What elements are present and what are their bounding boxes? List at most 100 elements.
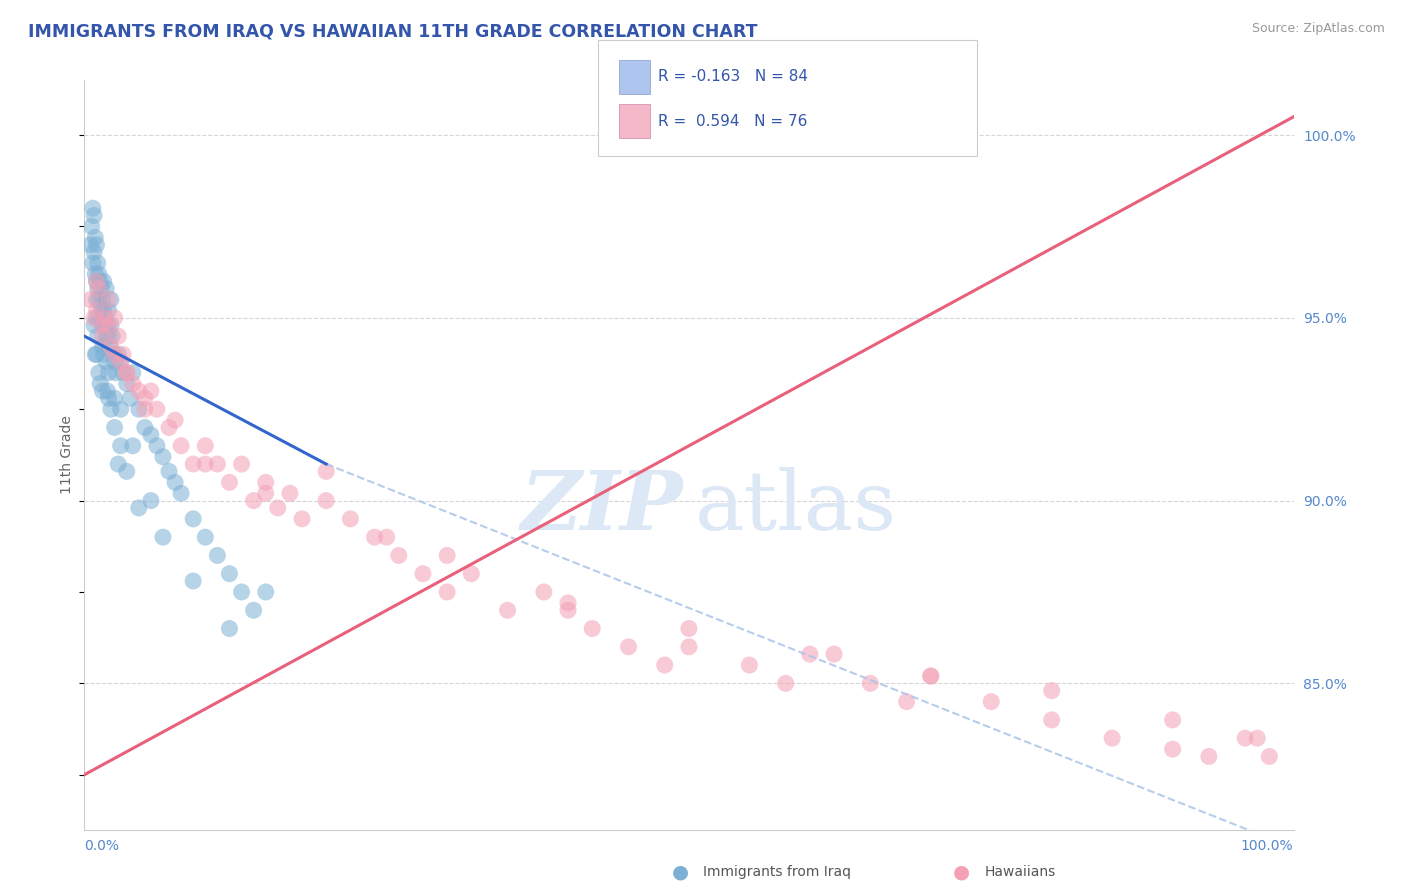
Point (110, 355, 132, 369)
Point (194, 439, 217, 453)
Point (97, 366, 120, 380)
Point (738, 658, 761, 673)
Point (91, 293, 114, 307)
Point (218, 475, 240, 490)
Point (1198, 749, 1220, 764)
Point (165, 475, 187, 490)
Point (94, 310, 117, 325)
Point (101, 329, 124, 343)
Point (82, 201, 104, 215)
Point (107, 457, 129, 471)
Point (83, 209, 105, 223)
Point (1234, 731, 1257, 746)
Point (315, 464, 337, 478)
Point (436, 585, 458, 599)
Point (110, 355, 132, 369)
Point (96, 384, 118, 398)
Point (139, 384, 162, 398)
Point (1040, 683, 1063, 698)
Point (104, 310, 127, 325)
Point (218, 622, 240, 636)
Point (120, 391, 142, 405)
Point (104, 355, 127, 369)
Point (1161, 742, 1184, 756)
Point (83, 310, 105, 325)
Point (254, 486, 277, 500)
Point (115, 366, 138, 380)
Point (97, 329, 120, 343)
Point (94, 310, 117, 325)
Point (678, 640, 700, 654)
Point (291, 512, 314, 526)
Text: atlas: atlas (695, 467, 897, 548)
Point (231, 585, 253, 599)
Text: Immigrants from Iraq: Immigrants from Iraq (703, 865, 851, 880)
Point (157, 420, 180, 434)
Point (104, 391, 127, 405)
Point (496, 603, 519, 617)
Point (152, 450, 174, 464)
Point (134, 420, 156, 434)
Point (267, 500, 290, 515)
Point (1040, 713, 1063, 727)
Point (100, 318, 122, 333)
Point (94, 355, 117, 369)
Text: Source: ZipAtlas.com: Source: ZipAtlas.com (1251, 22, 1385, 36)
Point (363, 530, 385, 544)
Text: 0.0%: 0.0% (84, 838, 120, 853)
Y-axis label: 11th Grade: 11th Grade (60, 416, 75, 494)
Point (436, 549, 458, 563)
Point (86, 282, 108, 296)
Point (128, 384, 150, 398)
Point (121, 439, 143, 453)
Point (86, 274, 108, 288)
Point (170, 439, 193, 453)
Point (181, 512, 204, 526)
Point (90, 282, 112, 296)
Point (86, 303, 108, 318)
Point (896, 695, 918, 709)
Point (100, 293, 122, 307)
Point (93, 347, 115, 361)
Point (775, 676, 797, 690)
Text: IMMIGRANTS FROM IRAQ VS HAWAIIAN 11TH GRADE CORRELATION CHART: IMMIGRANTS FROM IRAQ VS HAWAIIAN 11TH GR… (28, 22, 758, 40)
Point (86, 310, 108, 325)
Point (98, 340, 121, 354)
Point (91, 329, 114, 343)
Point (242, 493, 264, 508)
Point (97, 303, 120, 318)
Point (315, 493, 337, 508)
Point (107, 329, 129, 343)
Point (110, 402, 132, 417)
Point (86, 293, 108, 307)
Point (79, 237, 101, 252)
Point (97, 318, 120, 333)
Point (100, 402, 122, 417)
Point (181, 574, 204, 588)
Point (139, 427, 162, 442)
Point (617, 640, 640, 654)
Point (83, 245, 105, 260)
Point (157, 464, 180, 478)
Point (93, 303, 115, 318)
Point (242, 603, 264, 617)
Point (97, 391, 120, 405)
Point (86, 256, 108, 270)
Point (218, 566, 240, 581)
Point (181, 457, 204, 471)
Point (89, 310, 111, 325)
Text: ZIP: ZIP (520, 467, 683, 548)
Point (86, 347, 108, 361)
Point (80, 219, 103, 234)
Point (1161, 713, 1184, 727)
Point (128, 402, 150, 417)
Point (94, 282, 117, 296)
Point (134, 391, 156, 405)
Point (107, 347, 129, 361)
Point (388, 549, 411, 563)
Point (165, 413, 187, 427)
Point (823, 647, 845, 661)
Point (104, 347, 127, 361)
Point (339, 512, 361, 526)
Point (146, 439, 169, 453)
